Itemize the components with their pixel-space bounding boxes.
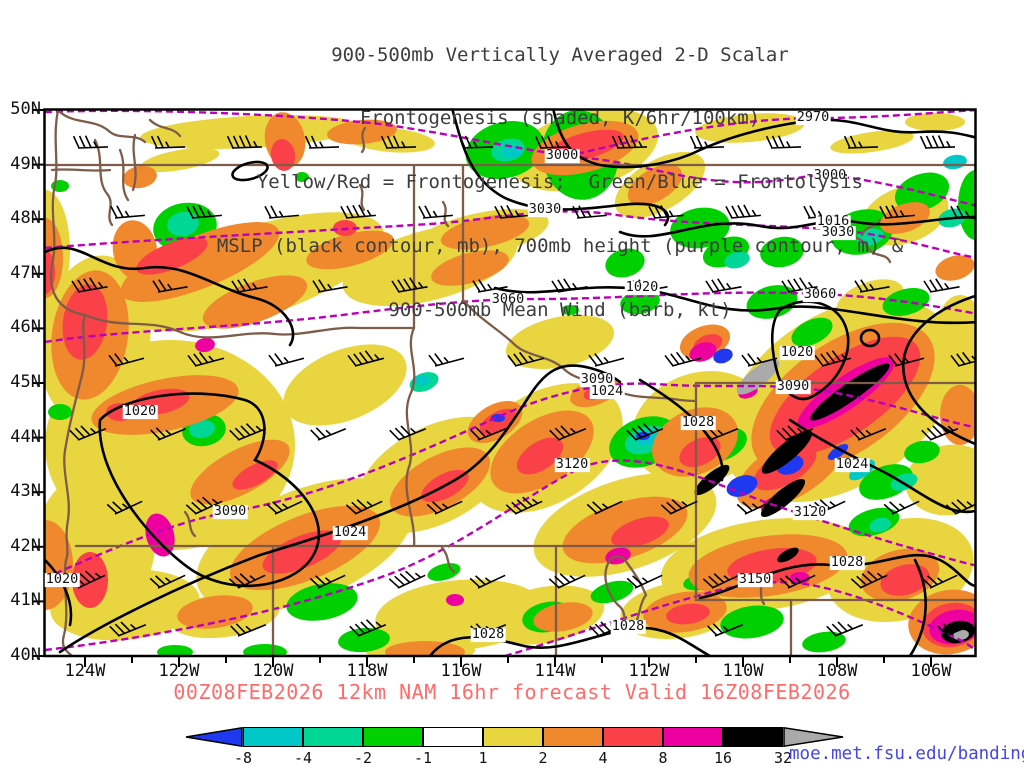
colorbar-segment: [663, 727, 723, 747]
colorbar-segment: [603, 727, 663, 747]
shading-layer: [45, 110, 975, 656]
colorbar-left-arrow: [185, 727, 243, 747]
colorbar-tick-label: 1: [478, 749, 488, 767]
title-line-4: MSLP (black contour, mb), 700mb height (…: [216, 235, 904, 258]
colorbar-segment: [483, 727, 543, 747]
colorbar-segment: [543, 727, 603, 747]
axis-frame-and-ticks: [33, 108, 977, 667]
colorbar-tick-label: 32: [773, 749, 793, 767]
colorbar-segment: [243, 727, 303, 747]
colorbar-segment: [723, 727, 783, 747]
chart-title: 900-500mb Vertically Averaged 2-D Scalar…: [96, 2, 1024, 364]
site-link[interactable]: moe.met.fsu.edu/banding: [789, 744, 1024, 764]
colorbar-segment: [423, 727, 483, 747]
colorbar-segment: [303, 727, 363, 747]
title-line-2: Frontogenesis (shaded, K/6hr/100km): [359, 107, 761, 130]
colorbar-tick-label: -8: [233, 749, 253, 767]
model-run-text: 00Z08FEB2026 12km NAM 16hr forecast Vali…: [173, 680, 851, 704]
colorbar-tick-label: -2: [353, 749, 373, 767]
colorbar-tick-label: -4: [293, 749, 313, 767]
colorbar-segment: [363, 727, 423, 747]
colorbar-tick-label: -1: [413, 749, 433, 767]
colorbar-tick-label: 16: [713, 749, 733, 767]
colorbar-right-arrow: [783, 727, 844, 747]
colorbar-tick-label: 8: [658, 749, 668, 767]
title-line-3: Yellow/Red = Frontogenesis; Green/Blue =…: [256, 171, 864, 194]
colorbar-tick-label: 4: [598, 749, 608, 767]
colorbar-tick-label: 2: [538, 749, 548, 767]
title-line-5: 900-500mb Mean Wind (barb, kt): [388, 299, 732, 322]
colorbar: [185, 727, 844, 747]
title-line-1: 900-500mb Vertically Averaged 2-D Scalar: [331, 43, 789, 66]
